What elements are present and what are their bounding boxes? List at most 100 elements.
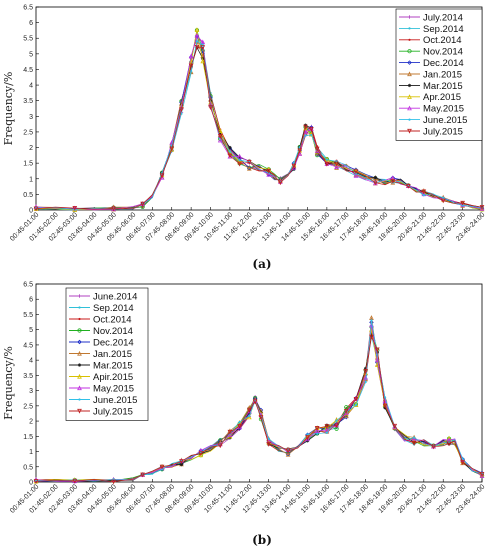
data-point <box>72 205 78 211</box>
legend-item: Dec.2014 <box>399 58 464 69</box>
legend-swatch-marker <box>407 128 412 134</box>
legend-swatch-marker <box>407 60 412 65</box>
y-tick-label: 6 <box>29 20 33 27</box>
data-point <box>314 428 320 433</box>
y-tick-label: 6.5 <box>23 5 33 12</box>
legend-swatch-marker <box>408 27 411 30</box>
data-point <box>266 168 272 174</box>
y-tick-label: 6 <box>29 297 33 304</box>
data-point <box>227 429 233 435</box>
legend-swatch-marker <box>78 306 81 309</box>
legend-label: Dec.2014 <box>423 58 464 69</box>
y-tick-label: 1 <box>29 449 33 456</box>
legend-item: Nov.2014 <box>399 47 463 58</box>
series-line <box>35 336 483 483</box>
data-point <box>246 165 252 171</box>
data-point <box>208 105 213 110</box>
legend-item: May.2015 <box>69 383 134 394</box>
y-tick-label: 5.5 <box>23 36 33 43</box>
y-tick-label: 2.5 <box>23 129 33 136</box>
legend-swatch-marker <box>77 408 82 414</box>
y-tick-label: 0.5 <box>23 464 33 471</box>
data-point <box>305 436 310 442</box>
legend: June.2014Sep.2014Oct.2014Nov.2014Dec.201… <box>65 287 149 421</box>
data-point <box>343 408 349 414</box>
data-point <box>353 173 359 178</box>
data-point <box>237 155 242 160</box>
data-point <box>159 464 165 470</box>
data-point <box>237 158 242 164</box>
data-point <box>431 444 436 450</box>
data-point <box>373 180 378 186</box>
data-point <box>237 161 242 167</box>
data-point <box>442 196 445 199</box>
legend-label: Jan.2015 <box>423 69 462 80</box>
legend-label: July.2014 <box>423 12 463 23</box>
legend-label: June.2015 <box>93 395 137 406</box>
y-tick-label: 3.5 <box>23 373 33 380</box>
data-point <box>188 69 194 75</box>
data-point <box>248 414 251 417</box>
chart-caption: (b) <box>252 533 272 547</box>
data-point <box>373 175 378 180</box>
data-point <box>413 436 416 439</box>
legend-item: Jan.2015 <box>69 349 132 360</box>
data-point <box>285 451 291 457</box>
legend-item: July.2015 <box>69 406 133 417</box>
data-point <box>479 205 485 210</box>
legend-item: July.2015 <box>399 126 463 137</box>
data-point <box>316 432 319 435</box>
series-july-2015 <box>33 334 485 485</box>
legend-label: Apr.2015 <box>423 92 461 103</box>
data-point <box>314 426 320 431</box>
legend-label: July.2015 <box>423 126 463 137</box>
legend-swatch-marker <box>77 373 82 379</box>
y-tick-label: 0 <box>29 480 33 487</box>
data-point <box>291 163 297 169</box>
data-point <box>421 189 427 195</box>
data-point <box>179 462 184 467</box>
legend-label: Sep.2014 <box>93 303 134 314</box>
data-point <box>370 319 373 322</box>
data-point <box>354 403 358 407</box>
data-point <box>382 403 388 409</box>
legend-swatch-marker <box>77 363 82 367</box>
data-point <box>237 424 242 429</box>
data-point <box>440 198 446 204</box>
legend-label: Mar.2015 <box>423 81 463 92</box>
y-tick-label: 5 <box>29 327 33 334</box>
y-tick-label: 4.5 <box>23 67 33 74</box>
y-tick-label: 3 <box>29 114 33 121</box>
legend-label: July.2015 <box>93 406 133 417</box>
legend-label: June.2014 <box>93 291 137 302</box>
data-point <box>479 472 485 477</box>
data-point <box>228 150 232 153</box>
legend-label: Oct.2014 <box>93 314 132 325</box>
legend-label: Jan.2015 <box>93 349 132 360</box>
data-point <box>392 423 398 429</box>
legend-item: June.2014 <box>69 291 137 302</box>
data-point <box>179 459 184 464</box>
data-point <box>33 479 39 484</box>
legend-item: June.2015 <box>399 115 467 126</box>
data-point <box>292 161 296 164</box>
data-point <box>228 145 232 150</box>
data-point <box>297 148 303 154</box>
data-point <box>422 193 425 197</box>
legend-item: Mar.2015 <box>399 81 463 92</box>
y-tick-label: 3.5 <box>23 98 33 105</box>
y-axis-label: Frequency/% <box>2 346 15 420</box>
y-axis-label: Frequency/% <box>2 72 15 146</box>
legend-label: Sep.2014 <box>423 24 464 35</box>
data-point <box>200 58 206 64</box>
data-point <box>375 350 379 355</box>
data-point <box>374 347 380 353</box>
data-point <box>460 460 465 465</box>
data-point <box>479 206 485 211</box>
data-point <box>303 124 308 130</box>
data-point <box>369 334 374 340</box>
data-point <box>364 380 367 384</box>
data-point <box>238 159 241 162</box>
y-tick-label: 1.5 <box>23 434 33 441</box>
legend-item: Jan.2015 <box>399 69 462 80</box>
